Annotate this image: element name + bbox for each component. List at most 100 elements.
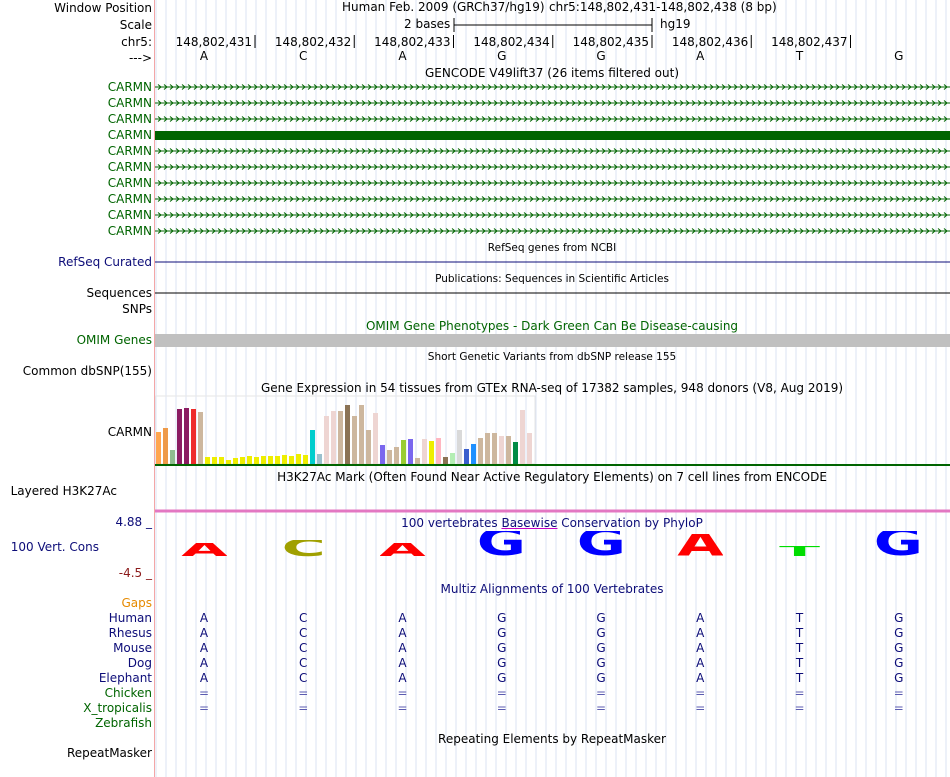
gtex-bar[interactable] — [352, 416, 357, 464]
gtex-bar[interactable] — [289, 456, 294, 464]
gtex-bar[interactable] — [219, 457, 224, 464]
gtex-bar[interactable] — [401, 440, 406, 464]
gtex-bar[interactable] — [254, 457, 259, 464]
gencode-gene-label[interactable]: CARMN — [107, 160, 152, 174]
gtex-bar[interactable] — [212, 457, 217, 464]
scale-label[interactable]: Scale — [119, 18, 152, 32]
species-label[interactable]: Zebrafish — [95, 716, 152, 730]
gtex-bar[interactable] — [198, 412, 203, 464]
gtex-bar[interactable] — [163, 428, 168, 464]
alignment-base: G — [596, 656, 606, 670]
gtex-bar[interactable] — [233, 458, 238, 464]
gtex-bar[interactable] — [527, 433, 532, 464]
gencode-strand-arrows — [157, 84, 948, 90]
gencode-gene-label[interactable]: CARMN — [107, 112, 152, 126]
strand-label[interactable]: ---> — [128, 51, 152, 65]
species-label[interactable]: Rhesus — [108, 626, 152, 640]
gtex-bar[interactable] — [366, 430, 371, 464]
dbsnp-track-label[interactable]: Common dbSNP(155) — [22, 364, 152, 378]
species-label[interactable]: X_tropicalis — [83, 701, 152, 715]
alignment-base: = — [496, 701, 507, 715]
gtex-bar[interactable] — [205, 457, 210, 464]
gtex-bar[interactable] — [247, 456, 252, 464]
chrom-label[interactable]: chr5: — [121, 35, 152, 49]
gtex-bar[interactable] — [275, 456, 280, 464]
gencode-gene-label[interactable]: CARMN — [107, 80, 152, 94]
gtex-bar[interactable] — [506, 436, 511, 464]
gtex-bar[interactable] — [226, 460, 231, 464]
gencode-gene-label[interactable]: CARMN — [107, 192, 152, 206]
omim-track-label[interactable]: OMIM Genes — [76, 333, 152, 347]
gtex-bar[interactable] — [464, 449, 469, 464]
gtex-bar[interactable] — [436, 438, 441, 464]
gtex-bar[interactable] — [499, 436, 504, 464]
gtex-bar[interactable] — [387, 450, 392, 464]
alignment-base: G — [596, 671, 606, 685]
snps-track-label[interactable]: SNPs — [122, 302, 152, 316]
gencode-gene-label[interactable]: CARMN — [107, 144, 152, 158]
alignment-base: = — [893, 701, 904, 715]
gtex-bar[interactable] — [282, 455, 287, 464]
gtex-bar[interactable] — [478, 438, 483, 464]
gencode-gene-label[interactable]: CARMN — [107, 96, 152, 110]
gtex-bar[interactable] — [310, 430, 315, 464]
gencode-gene-label[interactable]: CARMN — [107, 208, 152, 222]
gtex-bar[interactable] — [345, 405, 350, 464]
gtex-bar[interactable] — [394, 447, 399, 464]
publications-track-label[interactable]: Sequences — [86, 286, 152, 300]
gtex-bar[interactable] — [471, 444, 476, 464]
species-label[interactable]: Chicken — [104, 686, 152, 700]
gtex-bar[interactable] — [156, 432, 161, 464]
gtex-bar[interactable] — [373, 413, 378, 464]
gtex-bar[interactable] — [359, 405, 364, 464]
gtex-bar[interactable] — [331, 411, 336, 464]
ruler-base: A — [398, 49, 407, 63]
gencode-track-title: GENCODE V49lift37 (26 items filtered out… — [424, 66, 680, 80]
gtex-bar[interactable] — [520, 410, 525, 464]
alignment-base: A — [398, 671, 407, 685]
multiz-track-title: Multiz Alignments of 100 Vertebrates — [440, 582, 664, 596]
gtex-bar[interactable] — [324, 416, 329, 464]
basewise-link[interactable]: Basewise — [501, 516, 558, 530]
gtex-bar[interactable] — [429, 441, 434, 464]
h3k27ac-track-label[interactable]: Layered H3K27Ac — [10, 484, 117, 498]
gtex-bar[interactable] — [191, 409, 196, 464]
gtex-bar[interactable] — [240, 457, 245, 464]
species-label[interactable]: Elephant — [98, 671, 152, 685]
cons-track-label[interactable]: 100 Vert. Cons — [10, 540, 99, 554]
gtex-bar[interactable] — [268, 456, 273, 464]
gtex-bar[interactable] — [513, 442, 518, 464]
position-text[interactable]: chr5:148,802,431-148,802,438 (8 bp) — [549, 0, 777, 14]
gtex-bar[interactable] — [184, 408, 189, 464]
gtex-track-label[interactable]: CARMN — [107, 425, 152, 439]
gtex-bar[interactable] — [170, 450, 175, 464]
gtex-bar[interactable] — [177, 409, 182, 464]
gtex-bar[interactable] — [380, 445, 385, 464]
gtex-bar[interactable] — [457, 430, 462, 464]
alignment-base: = — [397, 701, 408, 715]
species-label[interactable]: Human — [108, 611, 152, 625]
gtex-bar[interactable] — [408, 439, 413, 464]
refseq-track-label[interactable]: RefSeq Curated — [58, 255, 152, 269]
gencode-gene-label[interactable]: CARMN — [107, 176, 152, 190]
gtex-bar[interactable] — [303, 455, 308, 464]
repeatmasker-track-label[interactable]: RepeatMasker — [66, 746, 152, 760]
alignment-base: G — [497, 611, 507, 625]
gtex-bar[interactable] — [338, 411, 343, 464]
gtex-bar[interactable] — [443, 457, 448, 464]
tracks-panel[interactable]: Human Feb. 2009 (GRCh37/hg19) chr5:148,8… — [155, 0, 950, 777]
species-label[interactable]: Dog — [127, 656, 152, 670]
gtex-bar[interactable] — [485, 433, 490, 464]
gtex-bar[interactable] — [261, 456, 266, 464]
gtex-bar[interactable] — [422, 439, 427, 464]
gencode-gene-label[interactable]: CARMN — [107, 128, 152, 142]
gtex-bar[interactable] — [415, 458, 420, 464]
gtex-bar[interactable] — [296, 454, 301, 464]
alignment-base: = — [496, 686, 507, 700]
window-position-label[interactable]: Window Position — [54, 1, 152, 15]
gencode-gene-label[interactable]: CARMN — [107, 224, 152, 238]
gtex-bar[interactable] — [317, 454, 322, 464]
gtex-bar[interactable] — [450, 453, 455, 464]
species-label[interactable]: Mouse — [113, 641, 152, 655]
gtex-bar[interactable] — [492, 433, 497, 464]
